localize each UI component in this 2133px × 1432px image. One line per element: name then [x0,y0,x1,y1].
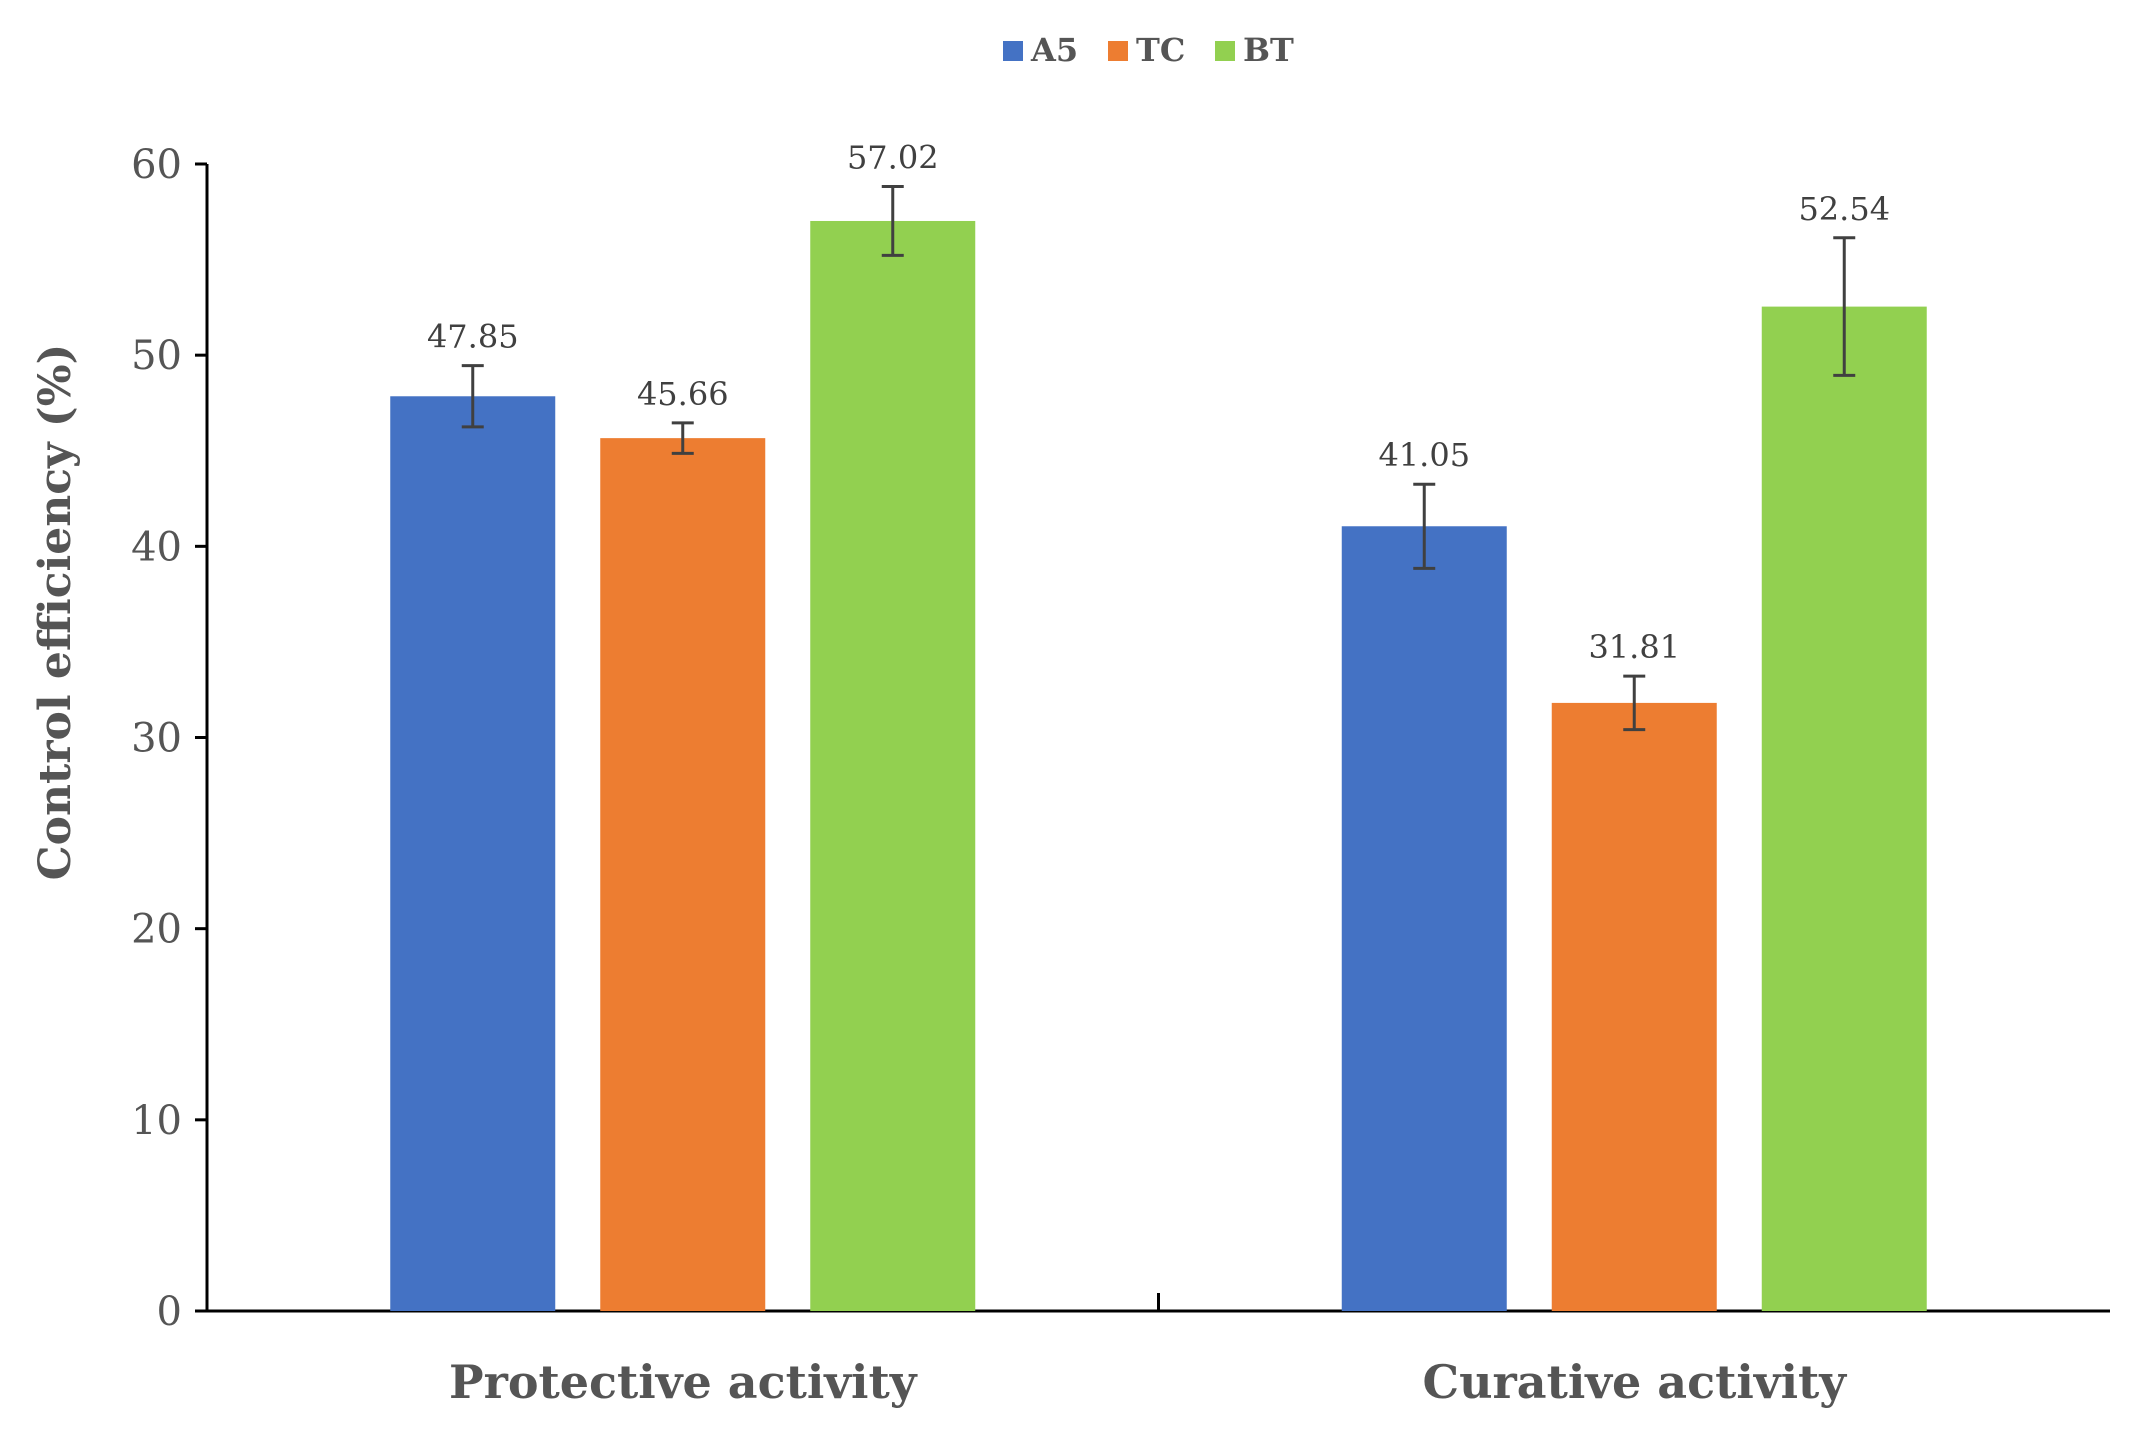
data-label: 45.66 [637,375,729,413]
data-label: 31.81 [1588,628,1680,666]
data-labels: 47.85 45.66 57.02 41.05 31.81 52.54 [427,139,1890,667]
bar-bt [810,220,976,1312]
legend-label-a5: A5 [1030,31,1078,69]
bar-a5 [1341,526,1507,1311]
y-tick-label: 60 [131,142,182,188]
y-axis-label: Control efficiency (%) [30,344,81,881]
data-label: 47.85 [427,318,519,356]
y-tick-label: 0 [157,1289,182,1335]
data-label: 41.05 [1378,436,1470,474]
error-bars [461,185,1856,732]
legend: A5 TC BT [1003,31,1294,69]
x-ticks: Protective activity Curative activity [449,1293,1847,1409]
y-tick-label: 30 [131,716,182,762]
bars [390,220,1927,1312]
y-tick-label: 40 [131,524,182,570]
bar-tc [600,438,766,1311]
data-label: 52.54 [1798,190,1890,228]
legend-label-tc: TC [1136,31,1185,69]
y-tick-label: 20 [131,907,182,953]
legend-swatch-tc [1108,41,1128,61]
x-category-label: Curative activity [1422,1355,1847,1409]
y-ticks: 0 10 20 30 40 50 60 [131,142,207,1335]
bar-bt [1761,306,1927,1311]
x-category-label: Protective activity [449,1355,918,1409]
bar-a5 [390,396,556,1312]
bar-tc [1551,702,1717,1311]
y-tick-label: 50 [131,333,182,379]
legend-swatch-bt [1215,41,1235,61]
legend-label-bt: BT [1243,31,1294,69]
data-label: 57.02 [847,139,939,177]
legend-swatch-a5 [1003,41,1023,61]
y-tick-label: 10 [131,1098,182,1144]
